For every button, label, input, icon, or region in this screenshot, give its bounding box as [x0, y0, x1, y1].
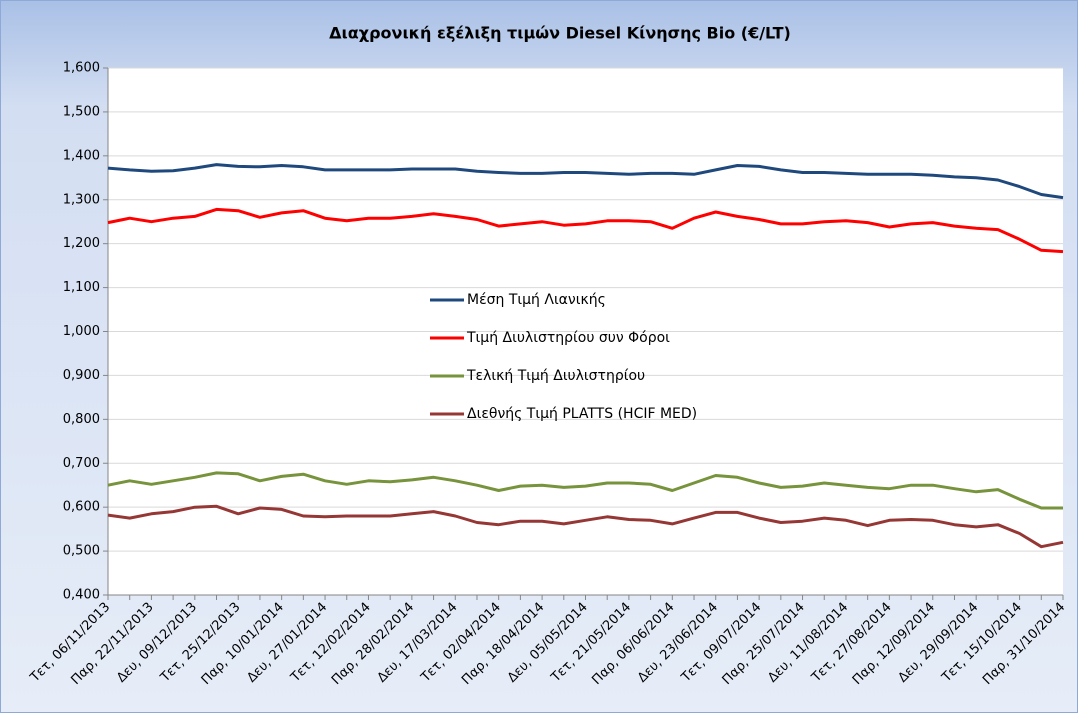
y-tick-label: 1,500 — [63, 104, 100, 119]
y-tick-label: 1,300 — [63, 192, 100, 207]
chart-title: Διαχρονική εξέλιξη τιμών Diesel Κίνησης … — [329, 24, 791, 43]
y-tick-label: 0,400 — [63, 588, 100, 603]
legend-label: Τελική Τιμή Διυλιστηρίου — [466, 368, 645, 384]
series-line — [107, 471, 1063, 510]
y-tick-label: 1,200 — [63, 236, 100, 251]
y-tick-label: 0,500 — [63, 544, 100, 559]
y-tick-label: 1,100 — [63, 280, 100, 295]
y-tick-label: 0,800 — [63, 412, 100, 427]
series-line — [107, 207, 1064, 254]
y-tick-label: 0,600 — [63, 500, 100, 515]
legend-label: Διεθνής Τιμή PLATTS (HCIF MED) — [467, 406, 697, 422]
legend-label: Τιμή Διυλιστηρίου συν Φόροι — [466, 330, 670, 346]
legend-label: Μέση Τιμή Λιανικής — [467, 292, 606, 308]
series-line — [107, 504, 1064, 549]
y-tick-label: 1,600 — [63, 61, 100, 76]
series-line — [107, 163, 1064, 200]
y-tick-label: 0,900 — [63, 368, 100, 383]
y-tick-label: 0,700 — [63, 456, 100, 471]
y-tick-label: 1,400 — [63, 148, 100, 163]
y-tick-label: 1,000 — [63, 324, 100, 339]
